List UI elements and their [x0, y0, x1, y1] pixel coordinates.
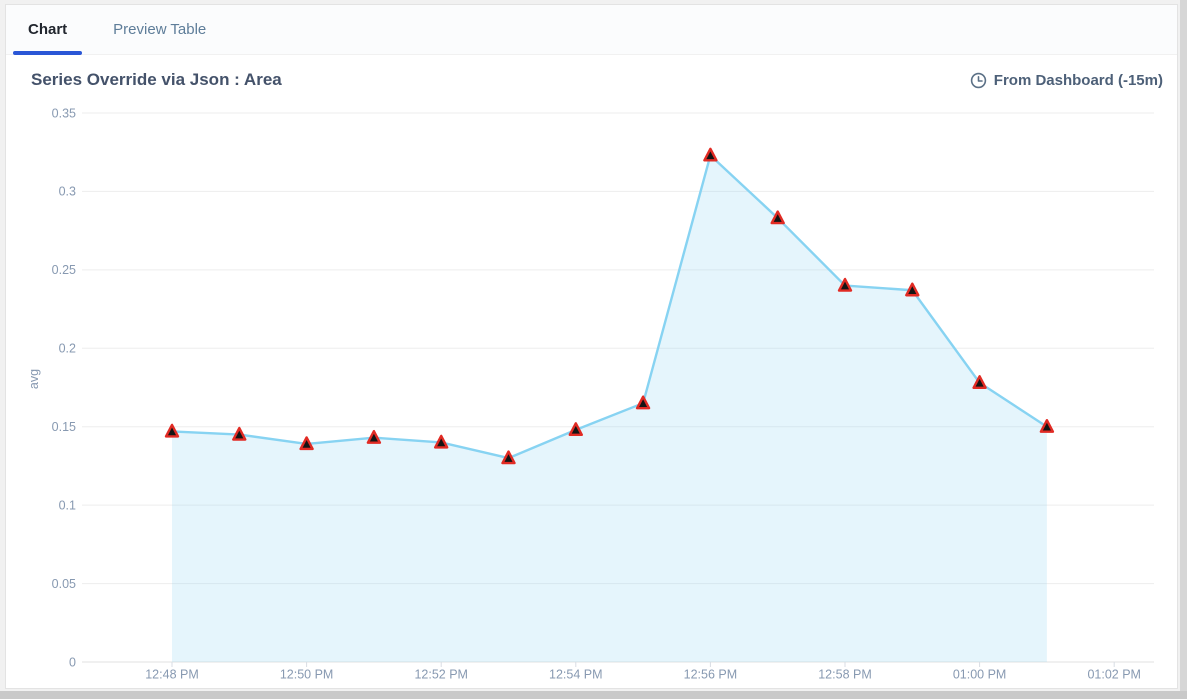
y-tick-label: 0.35 [52, 106, 76, 120]
x-tick-label: 01:00 PM [953, 668, 1007, 682]
y-tick-label: 0.15 [52, 420, 76, 434]
x-tick-label: 12:54 PM [549, 668, 603, 682]
active-tab-indicator [13, 51, 83, 55]
time-range-label: From Dashboard (-15m) [993, 71, 1163, 89]
window-frame-bottom-edge [0, 691, 1187, 699]
data-point-marker[interactable] [232, 426, 247, 441]
clock-icon [970, 72, 986, 88]
time-range-control[interactable]: From Dashboard (-15m) [970, 72, 1163, 89]
data-point-marker[interactable] [770, 210, 785, 225]
y-tick-label: 0 [69, 655, 76, 669]
area-fill [172, 155, 1047, 662]
data-point-marker[interactable] [635, 395, 651, 410]
x-tick-label: 12:58 PM [818, 668, 872, 682]
y-tick-label: 0.3 [59, 185, 76, 199]
y-axis-title: avg [27, 369, 41, 389]
tab-chart[interactable]: Chart [13, 5, 83, 55]
x-tick-label: 01:02 PM [1087, 668, 1141, 682]
tab-bar: Chart Preview Table [6, 5, 1177, 55]
tab-chart-label: Chart [28, 21, 68, 38]
data-point-marker[interactable] [501, 450, 516, 465]
data-point-marker[interactable] [1039, 419, 1055, 433]
area-chart[interactable]: 0 0.05 0.1 0.15 0.2 0.25 0.3 0.35 12:48 PM 12:50 … [6, 5, 1177, 688]
data-point-marker[interactable] [703, 147, 718, 162]
data-point-marker[interactable] [366, 429, 382, 444]
y-tick-label: 0.2 [59, 342, 76, 356]
data-point-marker[interactable] [299, 436, 314, 451]
y-tick-label: 0.1 [59, 498, 76, 512]
data-point-marker[interactable] [837, 277, 853, 292]
data-point-marker[interactable] [568, 422, 583, 437]
x-tick-label: 12:52 PM [414, 668, 468, 682]
x-tick-label: 12:50 PM [280, 668, 334, 682]
y-tick-label: 0.05 [52, 577, 76, 591]
x-tick-label: 12:56 PM [684, 668, 738, 682]
data-point-marker[interactable] [164, 423, 180, 438]
tab-preview-table-label: Preview Table [113, 21, 207, 38]
data-point-marker[interactable] [905, 282, 920, 297]
card-header: Series Override via Json : Area From Das… [6, 55, 1177, 90]
x-tick-label: 12:48 PM [145, 668, 199, 682]
chart-title: Series Override via Json : Area [31, 70, 282, 89]
series-line [170, 154, 1049, 460]
panel-window: Chart Preview Table Series Override via … [5, 4, 1178, 689]
window-frame-right-edge [1180, 0, 1187, 699]
y-tick-label: 0.25 [52, 263, 76, 277]
tab-preview-table[interactable]: Preview Table [98, 5, 221, 54]
data-point-marker[interactable] [972, 375, 987, 389]
data-point-marker[interactable] [434, 434, 449, 449]
